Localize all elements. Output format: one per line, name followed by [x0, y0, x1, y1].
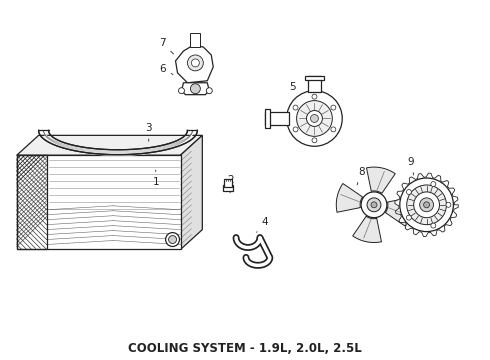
Polygon shape [336, 184, 363, 212]
Circle shape [191, 84, 200, 94]
Circle shape [312, 138, 317, 143]
Bar [224, 179, 232, 187]
Circle shape [311, 114, 319, 122]
Circle shape [446, 202, 451, 207]
Text: 7: 7 [159, 38, 173, 54]
Circle shape [419, 198, 434, 212]
Circle shape [400, 178, 453, 231]
Text: 2: 2 [227, 175, 233, 193]
Circle shape [188, 55, 203, 71]
Circle shape [293, 127, 298, 132]
Circle shape [406, 215, 412, 220]
Polygon shape [17, 135, 202, 155]
Text: 3: 3 [146, 123, 152, 141]
Polygon shape [353, 216, 382, 243]
Circle shape [414, 192, 440, 218]
Circle shape [178, 88, 184, 94]
Circle shape [406, 189, 412, 194]
Circle shape [407, 185, 446, 225]
Circle shape [287, 91, 342, 146]
Bar [17, 155, 180, 249]
Polygon shape [181, 83, 209, 95]
Circle shape [296, 100, 332, 136]
Circle shape [431, 223, 436, 228]
Text: COOLING SYSTEM - 1.9L, 2.0L, 2.5L: COOLING SYSTEM - 1.9L, 2.0L, 2.5L [128, 342, 362, 355]
Bar [265, 112, 289, 125]
Text: 8: 8 [357, 167, 365, 185]
Circle shape [192, 59, 199, 67]
Polygon shape [175, 45, 213, 83]
Polygon shape [180, 135, 202, 249]
Text: 5: 5 [289, 82, 303, 101]
Circle shape [293, 105, 298, 110]
Text: 4: 4 [257, 217, 268, 232]
Bar [17, 155, 47, 249]
Circle shape [169, 235, 176, 243]
Circle shape [431, 181, 436, 186]
Circle shape [371, 202, 377, 208]
Polygon shape [367, 167, 395, 193]
Polygon shape [395, 173, 458, 237]
Circle shape [307, 111, 322, 126]
Text: 9: 9 [407, 157, 414, 175]
Bar [305, 76, 324, 80]
Circle shape [206, 88, 212, 94]
Bar [191, 33, 200, 47]
Circle shape [367, 198, 381, 212]
Circle shape [166, 233, 179, 247]
Circle shape [361, 192, 387, 218]
Bar [265, 109, 270, 129]
Polygon shape [386, 197, 412, 226]
Bar [308, 76, 321, 92]
Text: 1: 1 [152, 170, 159, 187]
Circle shape [312, 94, 317, 99]
Bar [223, 185, 233, 191]
Circle shape [424, 202, 430, 208]
Circle shape [331, 105, 336, 110]
Circle shape [331, 127, 336, 132]
Text: 6: 6 [159, 64, 173, 75]
